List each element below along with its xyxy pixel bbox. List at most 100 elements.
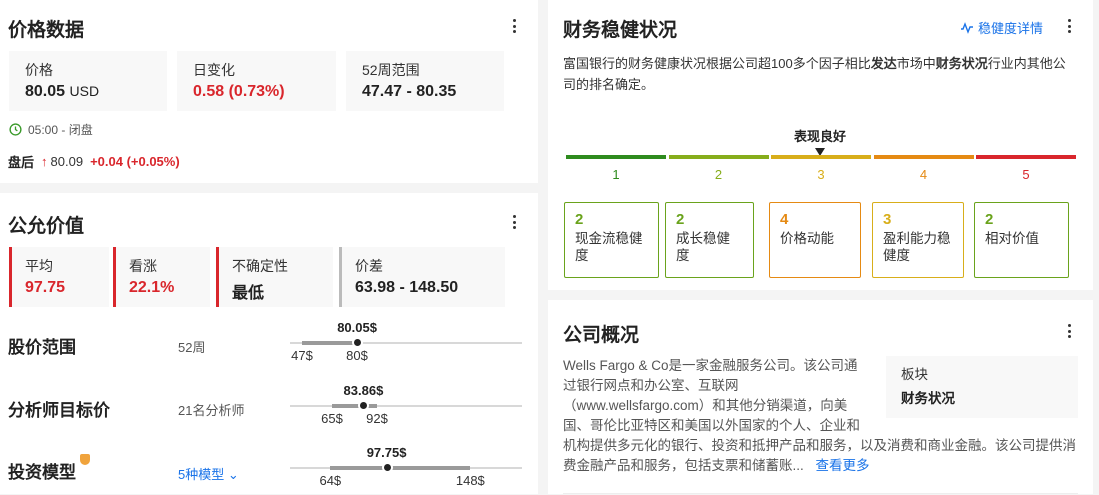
range-bar: 80.05$ 47$ 80$ [290,320,522,370]
scale-segment [771,155,871,159]
stat-value: 63.98 - 148.50 [355,279,459,296]
pulse-icon [961,21,973,34]
stat-label: 日变化 [193,62,235,78]
card-score: 2 [575,211,584,228]
stat-value: 最低 [232,285,265,302]
card-score: 2 [676,211,685,228]
row-label: 投资模型 [8,463,76,482]
desc-text: 富国银行的财务健康状况根据公司超100多个因子相比 [563,56,871,71]
high-label: 148$ [455,473,485,488]
pro-badge-icon [80,454,90,465]
row-sub: 52周 [178,340,206,355]
fair-value-panel: 公允价值 平均 97.75 看涨 22.1% 不确定性 最低 价差 63.98 … [0,193,538,494]
health-card[interactable]: 3 盈利能力稳健度 [872,202,964,278]
range-fill [330,466,471,470]
stat-day-change: 日变化 0.58 (0.73%) [177,51,336,111]
stat-value: 47.47 - 80.35 [362,83,457,100]
range-fill [332,404,377,408]
stat-label: 平均 [25,258,53,274]
scale-number: 3 [817,167,825,182]
current-marker [383,464,391,471]
current-marker [354,339,362,346]
stat-label: 不确定性 [232,258,288,274]
health-card[interactable]: 2 成长稳健度 [665,202,754,278]
current-value: 80.05$ [337,320,377,335]
health-details-link[interactable]: 稳健度详情 [961,18,1043,37]
clock-icon [9,123,22,136]
desc-highlight: 发达 [870,56,897,71]
stat-value: 80.05 [25,83,66,100]
stat-label: 看涨 [129,258,157,274]
financial-health-panel: 财务稳健状况 稳健度详情 富国银行的财务健康状况根据公司超100多个因子相比发达… [548,0,1093,290]
scale-number: 4 [919,167,928,182]
scale-number: 5 [1022,167,1030,182]
card-score: 4 [780,211,789,228]
range-track [290,405,522,407]
more-options-icon[interactable] [512,19,516,33]
range-track [290,342,522,344]
desc-text: 市场中 [896,56,936,71]
stat-value: 22.1% [129,279,175,296]
sector-box: 板块 财务状况 [886,356,1078,418]
see-more-link[interactable]: 查看更多 [815,458,870,473]
company-description-block: 板块 财务状况 Wells Fargo & Co是一家金融服务公司。该公司通过银… [563,356,1078,476]
price-data-panel: 价格数据 价格 80.05 USD 日变化 0.58 (0.73%) 52周范围… [0,0,538,183]
fv-upside: 看涨 22.1% [113,247,210,307]
range-fill [302,341,357,345]
stat-price: 价格 80.05 USD [9,51,167,111]
health-card[interactable]: 2 现金流稳健度 [564,202,659,278]
scale-segment [976,155,1076,159]
card-score: 2 [985,211,994,228]
stat-label: 价差 [355,258,383,274]
scale-segment [566,155,666,159]
stat-value: 97.75 [25,279,66,296]
after-hours-price: 80.09 [50,154,84,169]
company-description: Wells Fargo & Co是一家金融服务公司。该公司通过银行网点和办公室、… [563,358,1076,473]
card-score: 3 [883,211,892,228]
stat-52w-range: 52周范围 47.47 - 80.35 [346,51,504,111]
dropdown-label: 5种模型 [178,467,225,482]
low-label: 65$ [321,411,343,426]
market-status: 05:00 - 闭盘 [9,121,93,138]
panel-title: 公司概况 [563,325,640,346]
current-value: 97.75$ [366,445,407,460]
range-bar: 83.86$ 65$ 92$ [290,383,522,433]
current-value: 83.86$ [343,383,384,398]
rating-pointer-icon [815,148,825,156]
high-label: 92$ [366,411,388,426]
models-dropdown[interactable]: 5种模型 ⌄ [178,464,239,483]
scale-segment [873,155,974,159]
stat-label: 52周范围 [362,62,420,78]
health-card[interactable]: 4 价格动能 [769,202,861,278]
card-label: 价格动能 [780,231,834,246]
sector-value: 财务状况 [901,391,955,406]
rating-label: 表现良好 [793,129,847,144]
scale-number: 2 [714,167,723,182]
panel-title: 公允价值 [8,216,85,237]
row-label: 分析师目标价 [8,401,110,420]
stat-label: 价格 [25,62,53,78]
more-options-icon[interactable] [512,215,516,229]
after-hours-label: 盘后 [8,155,35,170]
low-label: 47$ [291,348,313,363]
desc-text: 行业内其他公司的排名确定。 [563,56,1066,92]
range-bar: 97.75$ 64$ 148$ [290,445,522,495]
fv-uncertainty: 不确定性 最低 [216,247,333,307]
stat-value: 0.58 (0.73%) [193,83,285,100]
scale-number: 1 [612,167,620,182]
current-marker [360,402,368,409]
health-card[interactable]: 2 相对价值 [974,202,1069,278]
after-hours-change: +0.04 (+0.05%) [90,154,180,169]
card-label: 相对价值 [985,231,1039,246]
sector-label: 板块 [901,367,928,382]
more-options-icon[interactable] [1067,324,1071,338]
currency-unit: USD [69,83,100,99]
chevron-down-icon: ⌄ [227,467,239,482]
health-description: 富国银行的财务健康状况根据公司超100多个因子相比发达市场中财务状况行业内其他公… [563,53,1068,95]
more-options-icon[interactable] [1067,19,1071,33]
panel-title: 价格数据 [8,20,85,41]
card-label: 盈利能力稳健度 [883,231,951,263]
card-label: 现金流稳健度 [575,231,643,263]
fv-spread: 价差 63.98 - 148.50 [339,247,505,307]
fv-average: 平均 97.75 [9,247,109,307]
